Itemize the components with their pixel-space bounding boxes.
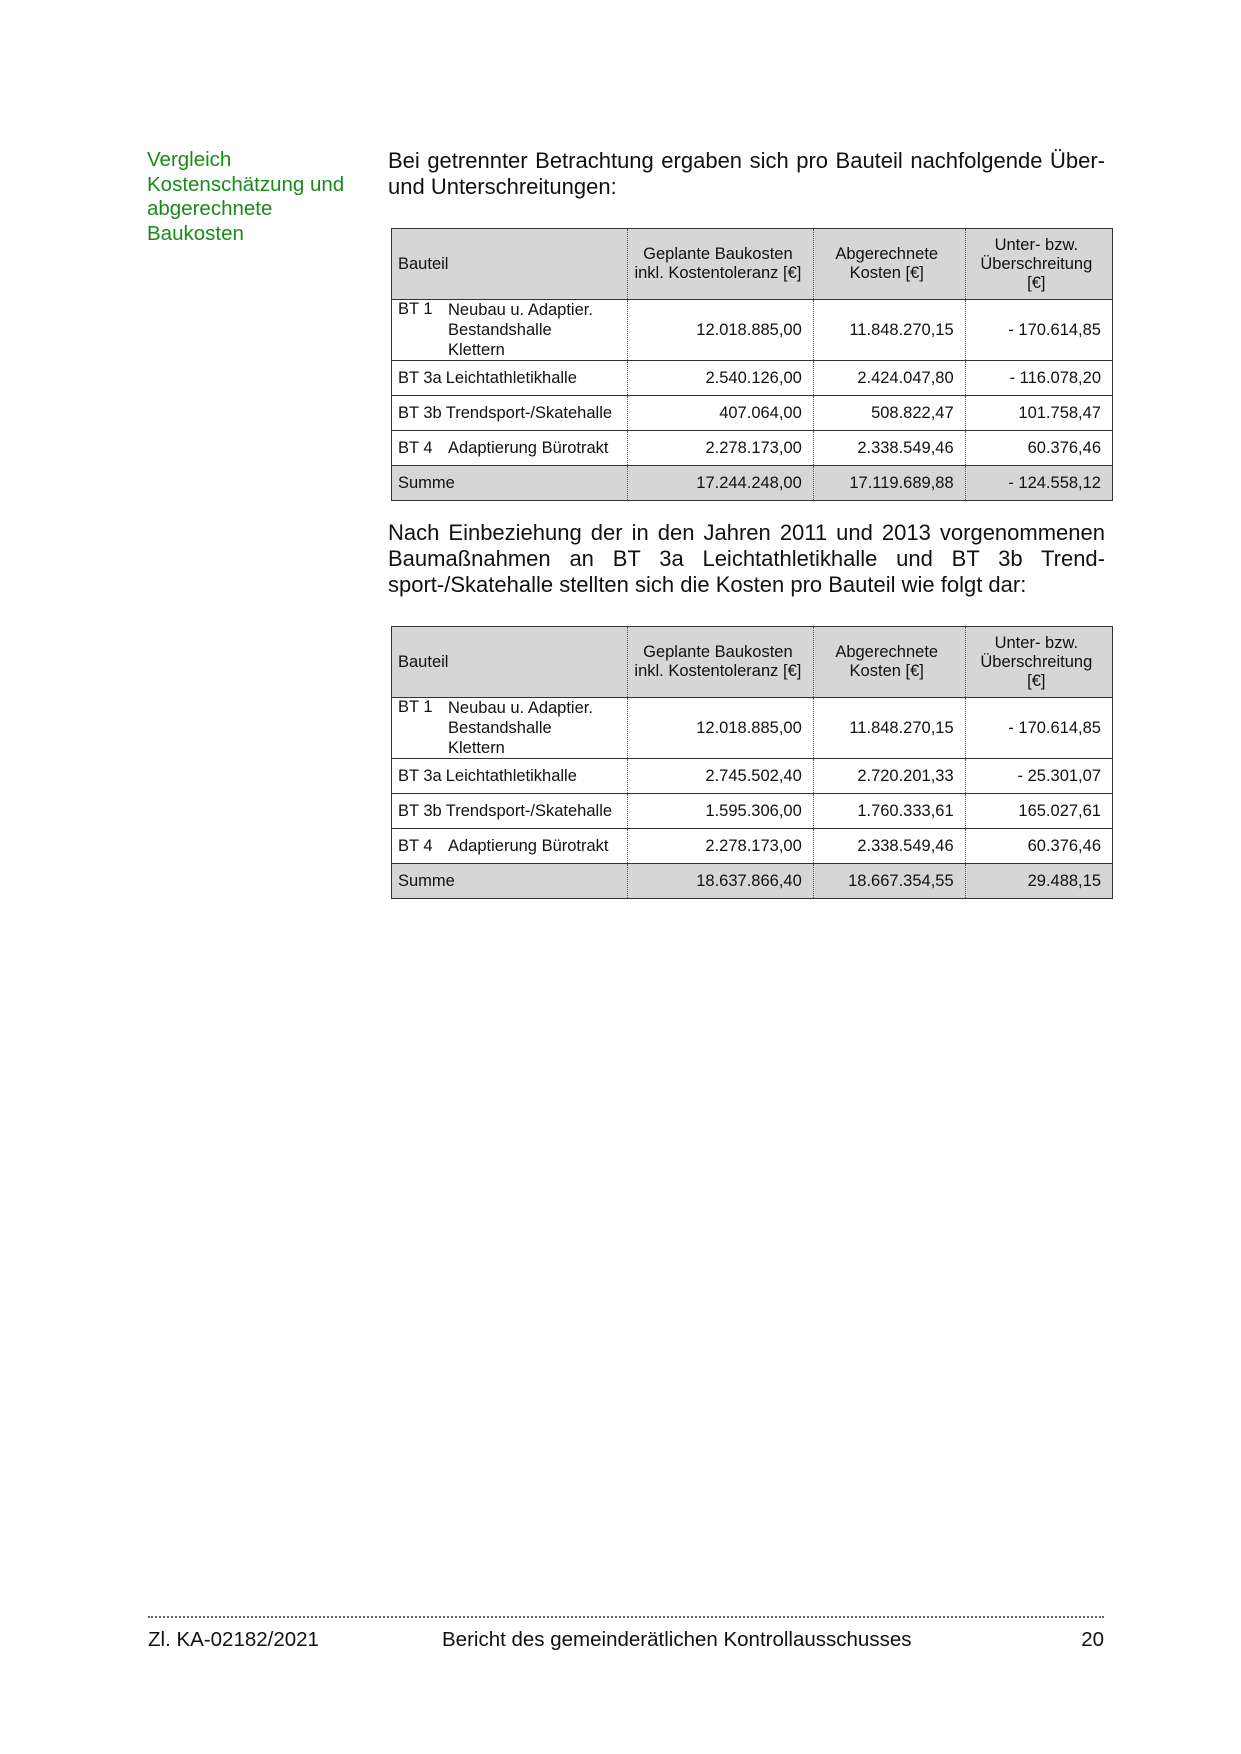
cell-geplant: 2.540.126,00 [627, 360, 814, 396]
cell-diff: - 170.614,85 [964, 299, 1114, 361]
table-header-row: Bauteil Geplante Baukosten inkl. Kostento… [390, 228, 1114, 300]
table-row: BT 4 Adaptierung Bürotrakt 2.278.173,00 2.3… [391, 828, 1114, 864]
cell-geplant: 12.018.885,00 [627, 697, 814, 759]
cell-diff: - 116.078,20 [964, 360, 1114, 396]
cell-sum-diff: 29.488,15 [964, 863, 1114, 899]
bauteil-code: BT 3b [398, 801, 442, 820]
cell-bauteil: BT 3b Trendsport-/Skatehalle [390, 395, 629, 431]
cell-diff: 60.376,46 [964, 828, 1114, 864]
bauteil-name: Neubau u. Adaptier. Bestandshalle Klette… [448, 699, 593, 757]
bauteil-name: Leichtathletikhalle [445, 766, 577, 785]
footer-divider [148, 1616, 1104, 1618]
cell-bauteil: BT 3a Leichtathletikhalle [391, 758, 628, 794]
cell-sum-label: Summe [390, 465, 629, 501]
bauteil-name: Leichtathletikhalle [445, 368, 577, 387]
cell-bauteil: BT 4 Adaptierung Bürotrakt [391, 828, 628, 864]
bauteil-code: BT 4 [398, 438, 433, 457]
bauteil-code: BT 4 [398, 836, 433, 855]
bauteil-name: Adaptierung Bürotrakt [448, 836, 609, 855]
cell-sum-geplant: 18.637.866,40 [627, 863, 814, 899]
header-abgerechnet: Abgerechnete Kosten [€] [812, 228, 966, 300]
bauteil-name: Trendsport-/Skatehalle [445, 403, 613, 422]
table-row: BT 3b Trendsport-/Skatehalle 407.064,00 508… [390, 395, 1114, 431]
cell-sum-abgerechnet: 17.119.689,88 [812, 465, 966, 501]
cell-diff: - 25.301,07 [964, 758, 1114, 794]
table-row: BT 3b Trendsport-/Skatehalle 1.595.306,00 1… [391, 793, 1114, 829]
cell-geplant: 1.595.306,00 [627, 793, 814, 829]
cost-table-2: Bauteil Geplante Baukosten inkl. Kostento… [391, 626, 1114, 899]
cell-bauteil: BT 1 Neubau u. Adaptier. Bestandshalle Kl… [391, 697, 628, 759]
cell-geplant: 2.745.502,40 [627, 758, 814, 794]
paragraph-2: Nach Einbeziehung der in den Jahren 2011… [388, 520, 1105, 597]
bauteil-code: BT 1 [398, 698, 433, 716]
cell-diff: - 170.614,85 [964, 697, 1114, 759]
paragraph-1: Bei getrennter Betrachtung ergaben sich … [388, 148, 1105, 199]
cell-sum-geplant: 17.244.248,00 [627, 465, 814, 501]
table-row: BT 4 Adaptierung Bürotrakt 2.278.173,00 2.3… [390, 430, 1114, 466]
cell-geplant: 2.278.173,00 [627, 828, 814, 864]
sidebar-heading: Vergleich Kostenschätzung und abgerechne… [147, 148, 345, 245]
cell-sum-label: Summe [391, 863, 628, 899]
cell-abgerechnet: 2.338.549,46 [812, 430, 966, 466]
table-row: BT 1 Neubau u. Adaptier. Bestandshalle Kl… [390, 299, 1114, 361]
cell-abgerechnet: 1.760.333,61 [812, 793, 966, 829]
table-row: BT 3a Leichtathletikhalle 2.745.502,40 2.72… [391, 758, 1114, 794]
footer-reference: Zl. KA-02182/2021 [148, 1628, 319, 1651]
bauteil-name: Adaptierung Bürotrakt [448, 438, 609, 457]
cell-bauteil: BT 4 Adaptierung Bürotrakt [390, 430, 629, 466]
sum-row: Summe 17.244.248,00 17.119.689,88- 124.558… [390, 465, 1114, 501]
cell-abgerechnet: 2.338.549,46 [812, 828, 966, 864]
header-geplant: Geplante Baukosten inkl. Kostentoleranz … [627, 228, 814, 300]
header-bauteil: Bauteil [391, 626, 628, 698]
header-diff: Unter- bzw. Überschreitung [€] [964, 626, 1114, 698]
bauteil-code: BT 1 [398, 300, 433, 318]
cell-geplant: 407.064,00 [627, 395, 814, 431]
header-bauteil: Bauteil [390, 228, 629, 300]
header-abgerechnet: Abgerechnete Kosten [€] [812, 626, 966, 698]
header-geplant: Geplante Baukosten inkl. Kostentoleranz … [627, 626, 814, 698]
cell-diff: 165.027,61 [964, 793, 1114, 829]
cell-geplant: 12.018.885,00 [627, 299, 814, 361]
cell-geplant: 2.278.173,00 [627, 430, 814, 466]
table-row: BT 1 Neubau u. Adaptier. Bestandshalle Kl… [391, 697, 1114, 759]
cell-sum-diff: - 124.558,12 [964, 465, 1114, 501]
header-diff: Unter- bzw. Überschreitung [€] [964, 228, 1114, 300]
bauteil-code: BT 3b [398, 403, 442, 422]
cell-abgerechnet: 11.848.270,15 [812, 299, 966, 361]
cell-bauteil: BT 1 Neubau u. Adaptier. Bestandshalle Kl… [390, 299, 629, 361]
bauteil-code: BT 3a [398, 368, 442, 387]
bauteil-code: BT 3a [398, 766, 442, 785]
cell-abgerechnet: 2.720.201,33 [812, 758, 966, 794]
table-header-row: Bauteil Geplante Baukosten inkl. Kostento… [391, 626, 1114, 698]
sum-row: Summe 18.637.866,40 18.667.354,55 29.488,15 [391, 863, 1114, 899]
bauteil-name: Neubau u. Adaptier. Bestandshalle Klette… [448, 301, 593, 359]
cell-diff: 60.376,46 [964, 430, 1114, 466]
footer-page-number: 20 [1081, 1628, 1104, 1651]
cell-sum-abgerechnet: 18.667.354,55 [812, 863, 966, 899]
cell-abgerechnet: 11.848.270,15 [812, 697, 966, 759]
cost-table-1: Bauteil Geplante Baukosten inkl. Kostento… [390, 228, 1114, 501]
bauteil-name: Trendsport-/Skatehalle [445, 801, 613, 820]
cell-bauteil: BT 3b Trendsport-/Skatehalle [391, 793, 628, 829]
table-row: BT 3a Leichtathletikhalle 2.540.126,00 2.42… [390, 360, 1114, 396]
cell-diff: 101.758,47 [964, 395, 1114, 431]
cell-abgerechnet: 508.822,47 [812, 395, 966, 431]
cell-abgerechnet: 2.424.047,80 [812, 360, 966, 396]
cell-bauteil: BT 3a Leichtathletikhalle [390, 360, 629, 396]
footer-title: Bericht des gemeinderätlichen Kontrollau… [442, 1628, 912, 1651]
